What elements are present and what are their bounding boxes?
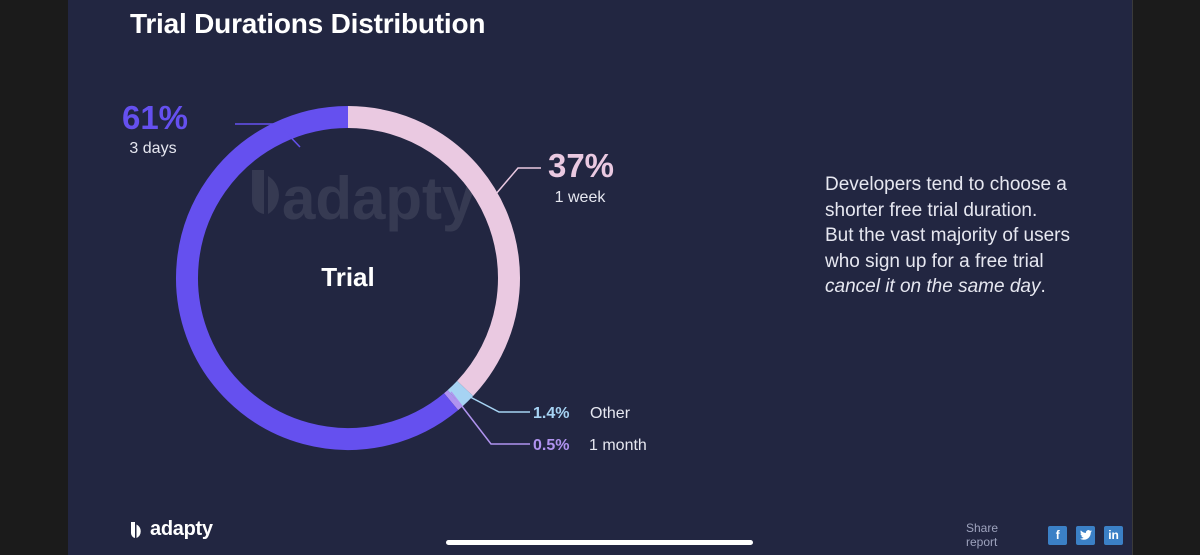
slice-label-line-other — [452, 387, 530, 413]
slice-label-line-1-month — [450, 391, 530, 445]
description-emphasis: cancel it on the same day — [825, 276, 1041, 297]
linkedin-icon[interactable]: in — [1104, 525, 1123, 545]
watermark-logo-icon — [251, 170, 279, 214]
adapty-watermark: adapty — [251, 165, 476, 232]
footer-brand-text: adapty — [150, 518, 213, 540]
twitter-bird-icon — [1079, 530, 1092, 540]
slice-percent-1-month: 0.5% — [533, 437, 569, 454]
slice-label-1-week: 1 week — [555, 189, 607, 206]
home-indicator[interactable] — [446, 540, 753, 545]
watermark-text: adapty — [282, 165, 476, 232]
share-report-label: Share report — [966, 521, 999, 549]
share-report: Share report f in — [966, 521, 1132, 549]
twitter-icon[interactable] — [1076, 525, 1096, 545]
slice-label-other: Other — [590, 405, 631, 422]
right-margin — [1132, 0, 1200, 555]
description-text: Developers tend to choose a shorter free… — [825, 172, 1085, 300]
description-line-2: But the vast majority of users who sign … — [825, 223, 1085, 300]
slice-percent-other: 1.4% — [533, 405, 569, 422]
slice-percent-1-week: 37% — [548, 147, 614, 184]
donut-slice-3-days — [176, 106, 459, 450]
slice-label-line-1-week — [494, 167, 541, 196]
description-line-1: Developers tend to choose a shorter free… — [825, 174, 1067, 221]
page-title: Trial Durations Distribution — [130, 8, 486, 39]
report-slide: Trial Durations Distribution adapty Tria… — [68, 0, 1132, 555]
slice-percent-3-days: 61% — [122, 99, 188, 136]
slice-label-3-days: 3 days — [129, 140, 176, 157]
slice-label-line-3-days — [235, 123, 301, 148]
donut-slices — [176, 106, 520, 450]
adapty-logo-icon — [130, 521, 141, 538]
left-margin — [0, 0, 68, 555]
description-line-2-start: But the vast majority of users who sign … — [825, 225, 1070, 272]
slice-label-1-month: 1 month — [589, 437, 647, 454]
description-line-2-end: . — [1040, 276, 1046, 297]
donut-slice-1-week — [347, 106, 520, 397]
footer-brand[interactable]: adapty — [130, 518, 213, 541]
donut-slice-1-month — [444, 390, 463, 411]
donut-chart: adapty Trial 61% 3 days 37% 1 week 1.4% … — [122, 99, 647, 454]
donut-center-label: Trial — [321, 262, 374, 292]
facebook-icon[interactable]: f — [1048, 525, 1068, 545]
